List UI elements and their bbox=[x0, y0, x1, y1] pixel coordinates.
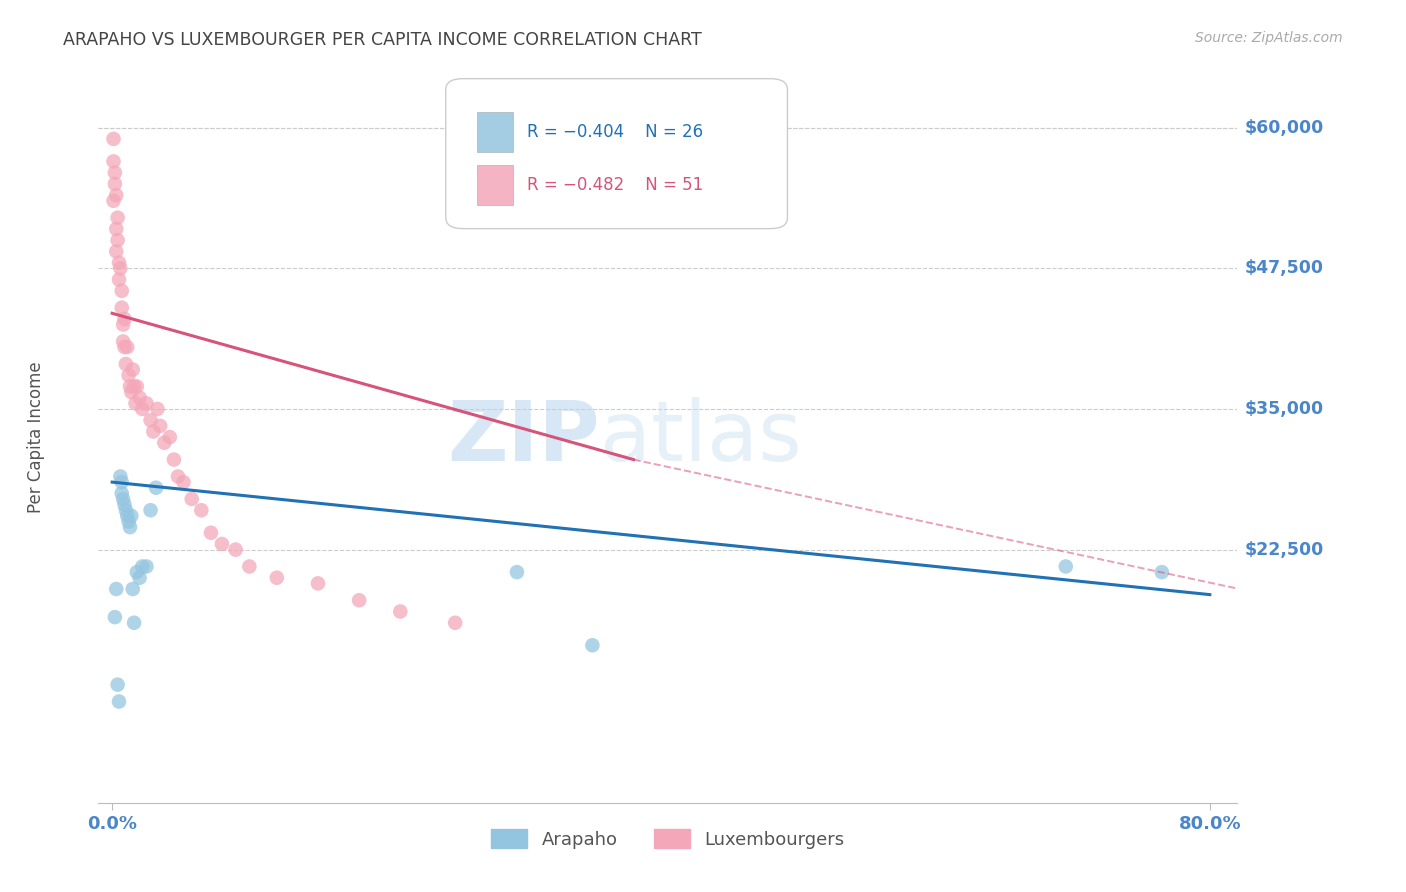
Point bbox=[389, 605, 412, 619]
Point bbox=[307, 576, 329, 591]
Point bbox=[159, 430, 181, 444]
Point bbox=[121, 362, 143, 376]
Point bbox=[120, 508, 142, 523]
Point bbox=[112, 318, 135, 332]
Point bbox=[105, 582, 128, 596]
Point bbox=[112, 334, 135, 349]
Point bbox=[122, 379, 145, 393]
Point bbox=[121, 582, 143, 596]
Point bbox=[110, 261, 132, 276]
Point bbox=[266, 571, 288, 585]
Bar bbox=[477, 165, 513, 205]
Point bbox=[173, 475, 195, 489]
Point bbox=[444, 615, 467, 630]
Point bbox=[111, 486, 134, 500]
FancyBboxPatch shape bbox=[446, 78, 787, 228]
Point bbox=[104, 610, 127, 624]
Point bbox=[105, 222, 128, 236]
Point bbox=[180, 491, 202, 506]
Point bbox=[115, 508, 138, 523]
Text: Source: ZipAtlas.com: Source: ZipAtlas.com bbox=[1195, 31, 1343, 45]
Point bbox=[120, 385, 142, 400]
Point bbox=[1150, 565, 1173, 579]
Point bbox=[108, 272, 131, 286]
Legend: Arapaho, Luxembourgers: Arapaho, Luxembourgers bbox=[484, 822, 852, 856]
Point bbox=[108, 255, 131, 269]
Text: $35,000: $35,000 bbox=[1244, 400, 1323, 418]
Text: $47,500: $47,500 bbox=[1244, 260, 1323, 277]
Point bbox=[167, 469, 190, 483]
Point bbox=[139, 503, 162, 517]
Point bbox=[190, 503, 212, 517]
Point bbox=[105, 244, 128, 259]
Point bbox=[104, 166, 127, 180]
Point bbox=[107, 233, 129, 247]
Point bbox=[114, 498, 136, 512]
Text: ARAPAHO VS LUXEMBOURGER PER CAPITA INCOME CORRELATION CHART: ARAPAHO VS LUXEMBOURGER PER CAPITA INCOM… bbox=[63, 31, 702, 49]
Point bbox=[107, 211, 129, 225]
Point bbox=[142, 425, 165, 439]
Point bbox=[112, 491, 135, 506]
Point bbox=[139, 413, 162, 427]
Text: R = −0.482    N = 51: R = −0.482 N = 51 bbox=[527, 176, 703, 194]
Point bbox=[103, 132, 125, 146]
Point bbox=[108, 694, 131, 708]
Text: atlas: atlas bbox=[599, 397, 801, 477]
Text: R = −0.404    N = 26: R = −0.404 N = 26 bbox=[527, 123, 703, 141]
Point bbox=[114, 312, 136, 326]
Point bbox=[1054, 559, 1077, 574]
Point bbox=[131, 559, 153, 574]
Point bbox=[149, 418, 172, 433]
Text: ZIP: ZIP bbox=[447, 397, 599, 477]
Point bbox=[145, 481, 167, 495]
Text: $60,000: $60,000 bbox=[1244, 119, 1323, 136]
Point bbox=[153, 435, 176, 450]
Point bbox=[200, 525, 222, 540]
Point bbox=[506, 565, 529, 579]
Point bbox=[118, 379, 141, 393]
Point bbox=[110, 469, 132, 483]
Point bbox=[124, 396, 146, 410]
Point bbox=[125, 379, 148, 393]
Point bbox=[115, 357, 138, 371]
Bar bbox=[477, 112, 513, 153]
Point bbox=[114, 340, 136, 354]
Point bbox=[111, 284, 134, 298]
Point bbox=[104, 177, 127, 191]
Point bbox=[111, 301, 134, 315]
Point bbox=[103, 194, 125, 208]
Point bbox=[163, 452, 186, 467]
Point bbox=[115, 340, 138, 354]
Point bbox=[105, 188, 128, 202]
Point bbox=[118, 520, 141, 534]
Point bbox=[211, 537, 233, 551]
Point bbox=[347, 593, 370, 607]
Point bbox=[135, 559, 157, 574]
Point bbox=[225, 542, 247, 557]
Point bbox=[146, 401, 169, 416]
Point bbox=[117, 368, 139, 383]
Point bbox=[238, 559, 260, 574]
Point bbox=[115, 503, 138, 517]
Point bbox=[117, 515, 139, 529]
Text: $22,500: $22,500 bbox=[1244, 541, 1323, 558]
Point bbox=[103, 154, 125, 169]
Point bbox=[135, 396, 157, 410]
Text: Per Capita Income: Per Capita Income bbox=[27, 361, 45, 513]
Point bbox=[581, 638, 603, 652]
Point bbox=[107, 678, 129, 692]
Point bbox=[125, 565, 148, 579]
Point bbox=[128, 571, 150, 585]
Point bbox=[122, 615, 145, 630]
Point bbox=[111, 475, 134, 489]
Point bbox=[128, 391, 150, 405]
Point bbox=[131, 401, 153, 416]
